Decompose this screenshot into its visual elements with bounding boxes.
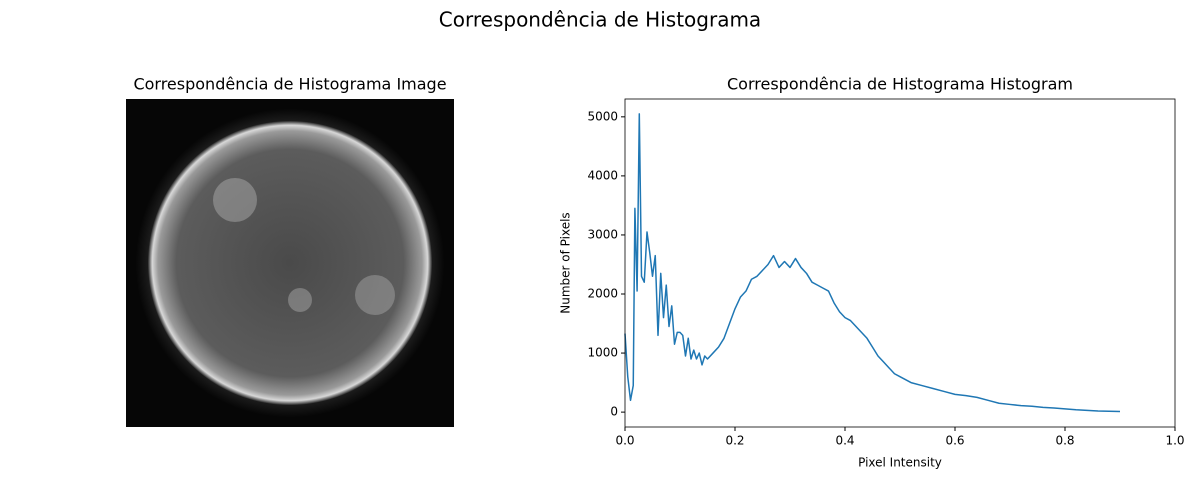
y-tick-label: 2000 xyxy=(587,287,618,301)
x-tick-label: 1.0 xyxy=(1165,434,1184,448)
y-tick-label: 5000 xyxy=(587,109,618,123)
active-region xyxy=(355,275,395,315)
histogram-panel: Correspondência de Histograma Histogram 0… xyxy=(559,75,1185,470)
x-tick-label: 0.8 xyxy=(1055,434,1074,448)
image-panel: Correspondência de Histograma Image xyxy=(126,75,454,427)
y-tick-label: 3000 xyxy=(587,227,618,241)
y-tick-label: 4000 xyxy=(587,168,618,182)
y-tick-label: 0 xyxy=(610,405,618,419)
histogram-line xyxy=(624,113,1121,413)
plot-title: Correspondência de Histograma Histogram xyxy=(727,75,1073,94)
sun-disk xyxy=(148,121,432,405)
plot-frame xyxy=(624,98,1176,428)
active-region xyxy=(288,288,312,312)
x-tick-label: 0.6 xyxy=(945,434,964,448)
active-region xyxy=(213,178,257,222)
figure-title: Correspondência de Histograma xyxy=(439,8,761,32)
x-axis-label: Pixel Intensity xyxy=(858,456,942,470)
x-tick-label: 0.2 xyxy=(725,434,744,448)
y-tick-label: 1000 xyxy=(587,346,618,360)
y-axis-label: Number of Pixels xyxy=(559,212,573,313)
image-title: Correspondência de Histograma Image xyxy=(133,75,446,94)
x-tick-label: 0.4 xyxy=(835,434,854,448)
x-tick-label: 0.0 xyxy=(615,434,634,448)
